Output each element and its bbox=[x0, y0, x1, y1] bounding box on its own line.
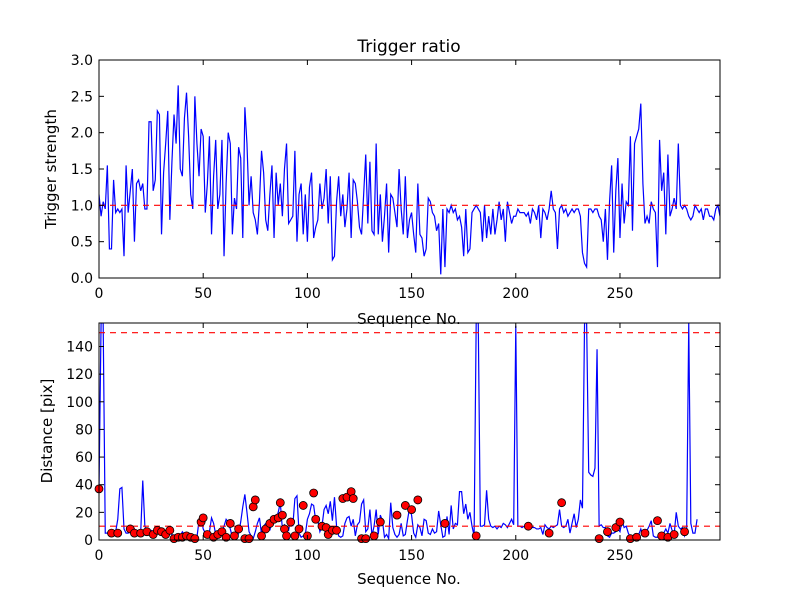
distance-marker bbox=[332, 525, 341, 535]
distance-marker bbox=[669, 530, 679, 539]
distance-marker bbox=[392, 510, 402, 520]
distance-marker bbox=[309, 488, 319, 498]
y-tick-label: 3.0 bbox=[71, 53, 93, 69]
distance-marker bbox=[440, 519, 450, 528]
x-tick-label: 0 bbox=[95, 286, 104, 302]
distance-marker bbox=[282, 531, 291, 541]
y-tick-label: 2.5 bbox=[71, 89, 93, 105]
y-tick-label: 40 bbox=[75, 478, 93, 494]
distance-marker bbox=[407, 505, 416, 514]
y-tick-label: 140 bbox=[66, 339, 93, 355]
y-tick-label: 80 bbox=[75, 422, 93, 438]
distance-marker bbox=[615, 517, 625, 527]
y-tick-label: 1.0 bbox=[71, 198, 93, 214]
distance-marker bbox=[286, 517, 296, 527]
trigger-strength-series-layer bbox=[99, 85, 720, 275]
x-tick-label: 150 bbox=[398, 286, 425, 302]
distance-marker bbox=[632, 532, 642, 542]
x-tick-label: 200 bbox=[502, 548, 529, 564]
y-tick-label: 60 bbox=[75, 450, 93, 466]
y-tick-label: 0 bbox=[84, 533, 93, 549]
distance-marker bbox=[198, 513, 208, 523]
top-y-axis-label: Trigger strength bbox=[42, 109, 60, 230]
distance-marker bbox=[400, 501, 410, 510]
distance-marker bbox=[113, 528, 123, 538]
top-chart-title: Trigger ratio bbox=[356, 37, 460, 57]
x-tick-label: 250 bbox=[607, 548, 634, 564]
distance-marker bbox=[221, 532, 231, 542]
distance-marker bbox=[311, 514, 321, 524]
bottom-y-axis-label: Distance [pix] bbox=[38, 379, 56, 484]
y-tick-label: 1.5 bbox=[71, 162, 93, 178]
x-tick-label: 100 bbox=[294, 286, 321, 302]
distance-marker bbox=[471, 531, 481, 541]
distance-marker bbox=[277, 510, 287, 520]
distance-plot: 0 50 100 150 200 250 0 20 40 60 80 100 120 140 Seque… bbox=[38, 322, 721, 588]
trigger-ratio-plot: Trigger ratio 0 50 100 150 200 250 0.0 0.5 1.0 1… bbox=[42, 37, 721, 328]
x-tick-label: 200 bbox=[502, 286, 529, 302]
x-tick-label: 50 bbox=[194, 548, 212, 564]
distance-marker bbox=[603, 527, 612, 537]
x-tick-label: 150 bbox=[398, 548, 425, 564]
x-tick-label: 50 bbox=[194, 286, 212, 302]
distance-marker bbox=[225, 519, 235, 528]
x-tick-label: 0 bbox=[95, 548, 104, 564]
y-tick-label: 100 bbox=[66, 395, 93, 411]
distance-marker-layer bbox=[94, 484, 689, 544]
distance-marker bbox=[375, 517, 385, 527]
x-tick-label: 100 bbox=[294, 548, 321, 564]
y-tick-label: 2.0 bbox=[71, 126, 93, 142]
distance-marker bbox=[594, 534, 604, 544]
distance-marker bbox=[298, 501, 308, 510]
bottom-x-ticks: 0 50 100 150 200 250 bbox=[95, 323, 634, 564]
distance-marker bbox=[544, 528, 554, 538]
bottom-plot-frame bbox=[98, 322, 721, 541]
y-tick-label: 20 bbox=[75, 505, 93, 521]
y-tick-label: 0.0 bbox=[71, 271, 93, 287]
distance-marker bbox=[680, 527, 689, 537]
y-tick-label: 120 bbox=[66, 367, 93, 383]
x-tick-label: 250 bbox=[607, 286, 634, 302]
distance-marker bbox=[413, 495, 423, 505]
distance-marker bbox=[275, 498, 285, 508]
top-x-ticks: 0 50 100 150 200 250 bbox=[95, 60, 634, 302]
distance-marker bbox=[557, 498, 567, 508]
distance-marker bbox=[294, 524, 304, 534]
distance-marker bbox=[369, 531, 379, 541]
distance-marker bbox=[523, 521, 533, 531]
distance-marker bbox=[361, 534, 371, 544]
y-tick-label: 0.5 bbox=[71, 235, 93, 251]
distance-marker bbox=[640, 528, 650, 538]
distance-marker bbox=[190, 534, 200, 544]
distance-marker bbox=[165, 525, 175, 535]
distance-marker bbox=[653, 516, 662, 526]
distance-marker bbox=[234, 524, 244, 534]
top-x-axis-label: Sequence No. bbox=[357, 310, 461, 328]
distance-marker bbox=[348, 494, 358, 503]
bottom-x-axis-label: Sequence No. bbox=[357, 570, 461, 588]
bottom-y-ticks: 0 20 40 60 80 100 120 140 bbox=[66, 339, 720, 549]
trigger-strength-line bbox=[99, 85, 720, 275]
distance-marker bbox=[250, 495, 260, 505]
distance-marker bbox=[244, 534, 254, 544]
top-y-ticks: 0.0 0.5 1.0 1.5 2.0 2.5 3.0 bbox=[71, 53, 720, 287]
